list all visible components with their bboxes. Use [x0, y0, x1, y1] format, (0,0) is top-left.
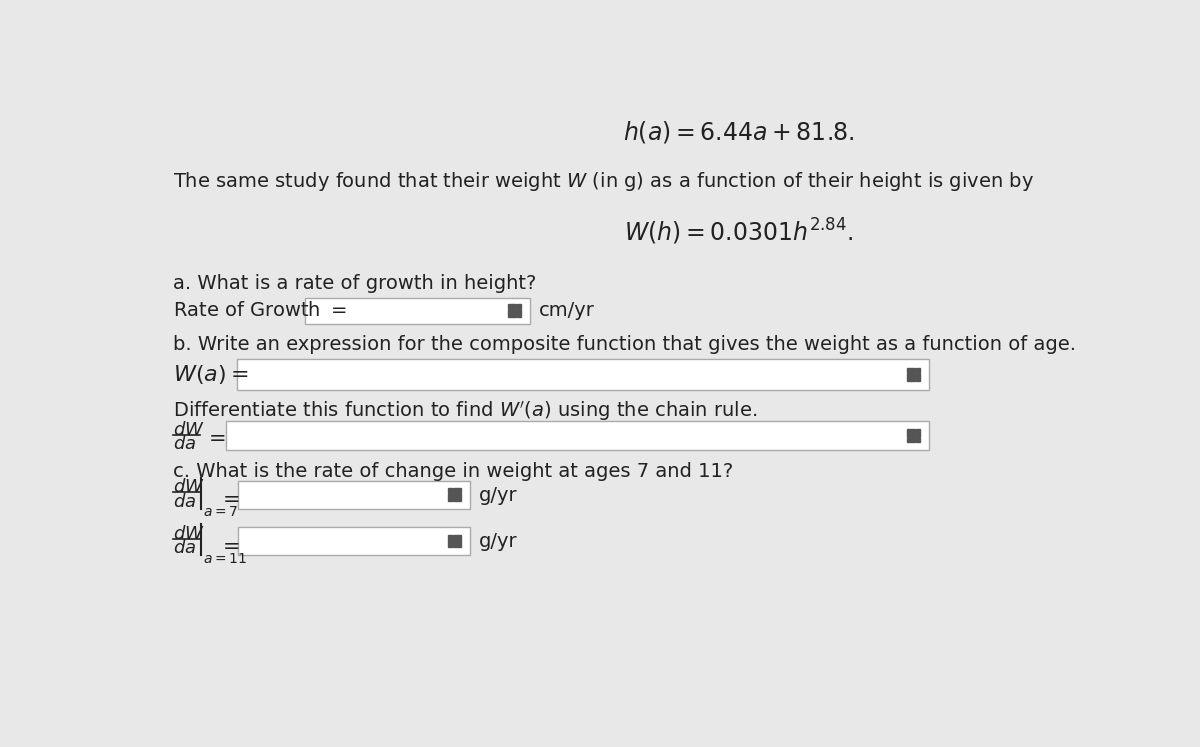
FancyBboxPatch shape	[238, 527, 470, 555]
Text: $da$: $da$	[173, 493, 197, 511]
Text: $W(a) =$: $W(a) =$	[173, 363, 248, 386]
Text: $dW$: $dW$	[173, 479, 205, 497]
Text: $da$: $da$	[173, 436, 197, 453]
Text: $da$: $da$	[173, 539, 197, 557]
Text: $=$: $=$	[204, 427, 226, 447]
Text: cm/yr: cm/yr	[539, 301, 595, 320]
Text: Rate of Growth $=$: Rate of Growth $=$	[173, 301, 347, 320]
FancyBboxPatch shape	[226, 421, 929, 450]
Text: c. What is the rate of change in weight at ages 7 and 11?: c. What is the rate of change in weight …	[173, 462, 733, 480]
FancyBboxPatch shape	[305, 297, 529, 323]
Text: $=$: $=$	[218, 535, 240, 555]
Text: b. Write an expression for the composite function that gives the weight as a fun: b. Write an expression for the composite…	[173, 335, 1076, 353]
Text: $W(h) = 0.0301h^{2.84}.$: $W(h) = 0.0301h^{2.84}.$	[624, 217, 853, 247]
Text: g/yr: g/yr	[479, 486, 518, 505]
Text: $dW$: $dW$	[173, 421, 205, 438]
Text: $a{=}11$: $a{=}11$	[203, 551, 247, 565]
FancyBboxPatch shape	[238, 481, 470, 509]
FancyBboxPatch shape	[236, 359, 929, 390]
Text: $=$: $=$	[218, 489, 240, 509]
Text: The same study found that their weight $W$ (in g) as a function of their height : The same study found that their weight $…	[173, 170, 1034, 193]
Text: Differentiate this function to find $W'(a)$ using the chain rule.: Differentiate this function to find $W'(…	[173, 399, 757, 424]
Text: g/yr: g/yr	[479, 533, 518, 551]
Text: $dW$: $dW$	[173, 524, 205, 542]
Text: a. What is a rate of growth in height?: a. What is a rate of growth in height?	[173, 274, 536, 294]
Text: $a{=}7$: $a{=}7$	[203, 506, 238, 519]
Text: $h(a) = 6.44a + 81.8.$: $h(a) = 6.44a + 81.8.$	[623, 119, 854, 145]
